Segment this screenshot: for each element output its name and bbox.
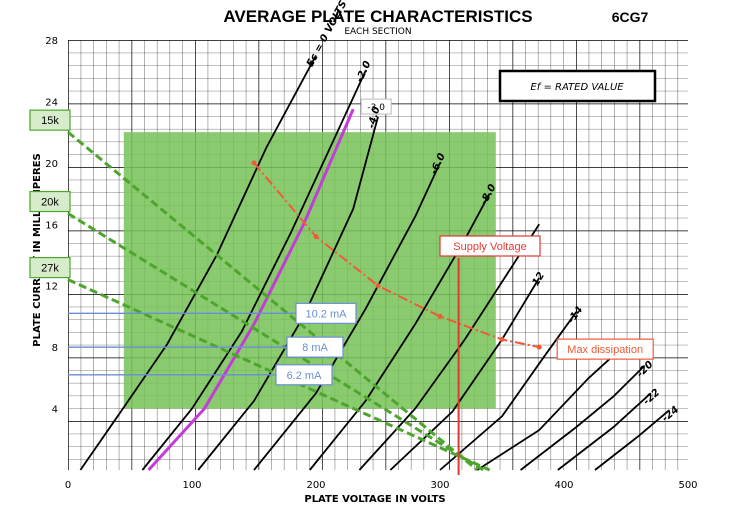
y-tick-label: 28	[45, 36, 58, 47]
max-dissipation-point	[536, 344, 542, 350]
y-tick-label: 24	[45, 97, 58, 108]
plate-curve	[253, 162, 441, 471]
chart-title: AVERAGE PLATE CHARACTERISTICS	[223, 7, 532, 26]
curve-label: -3.0	[367, 103, 385, 113]
chart-subtitle: EACH SECTION	[344, 27, 411, 37]
current-marker-label: 8 mA	[302, 342, 328, 354]
x-tick-label: 100	[182, 480, 201, 491]
y-tick-label: 8	[52, 343, 58, 354]
current-marker-box	[286, 336, 344, 358]
max-dissipation-point	[251, 160, 257, 166]
current-marker-box	[295, 302, 357, 324]
plate-curve	[79, 54, 317, 471]
max-dissipation-label: Max dissipation	[567, 344, 643, 356]
supply-voltage-label: Supply Voltage	[453, 241, 526, 253]
curve-label-box	[360, 98, 392, 115]
x-tick-label: 500	[678, 480, 697, 491]
x-tick-label: 200	[306, 480, 325, 491]
heater-note-box: Ef = RATED VALUE	[498, 69, 657, 103]
load-label-box	[29, 109, 71, 131]
plate-curve	[476, 343, 627, 471]
plate-curve	[594, 409, 670, 471]
max-dissipation-point	[375, 283, 381, 289]
current-marker-box	[275, 364, 333, 386]
tube-type: 6CG7	[612, 9, 649, 25]
load-label: 15k	[41, 115, 59, 127]
load-label-box	[29, 256, 71, 279]
plate-curve	[439, 311, 578, 471]
x-axis-label: PLATE VOLTAGE IN VOLTS	[304, 494, 445, 505]
design-overlays: 15k 20k 27k 10.2 mA 8 mA 6.2 mA Max dissipatio…	[29, 109, 654, 475]
load-label: 27k	[41, 263, 59, 275]
current-marker-label: 6.2 mA	[287, 370, 323, 382]
load-line	[67, 212, 485, 472]
current-marker-label: 10.2 mA	[306, 308, 348, 320]
x-tick-labels: 0 100 200 300 400 500	[65, 480, 698, 491]
y-axis-label: PLATE CURRENT IN MILLIAMPERES	[32, 153, 43, 346]
y-tick-label: 12	[45, 282, 58, 293]
plate-curve	[147, 108, 355, 472]
plate-curve	[557, 392, 652, 471]
max-dissipation-curve	[253, 162, 540, 349]
max-dissipation-point	[313, 234, 319, 240]
plate-curve	[520, 364, 646, 471]
curve-label: -4.0	[366, 106, 382, 130]
max-dissipation-point	[499, 336, 505, 342]
load-label-box	[29, 190, 71, 213]
max-dissipation-label-box	[556, 338, 654, 360]
y-tick-labels: 4 8 12 16 20 24 28	[45, 36, 58, 416]
y-tick-label: 20	[45, 159, 58, 170]
max-dissipation-point	[437, 313, 443, 319]
plate-curve	[309, 193, 491, 471]
x-tick-label: 400	[554, 480, 573, 491]
load-label: 20k	[41, 197, 59, 209]
x-tick-label: 0	[65, 480, 71, 491]
plate-curve	[141, 70, 367, 471]
load-line	[67, 130, 479, 472]
supply-voltage-label-box	[439, 235, 541, 257]
y-tick-label: 16	[45, 220, 58, 231]
heater-note: Ef = RATED VALUE	[530, 82, 624, 93]
x-tick-label: 300	[430, 480, 449, 491]
y-tick-label: 4	[52, 405, 58, 416]
